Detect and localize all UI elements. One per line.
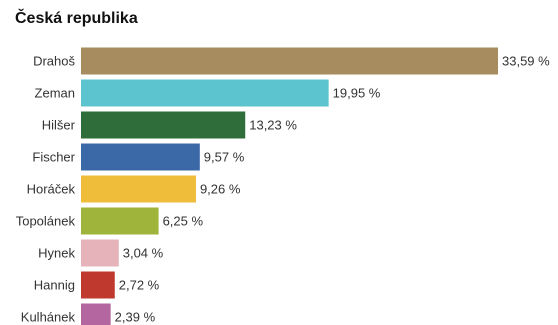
bar: [81, 47, 498, 75]
bar: [81, 271, 115, 299]
value-label: 6,25 %: [163, 214, 204, 229]
category-label: Hannig: [34, 278, 75, 293]
bar: [81, 143, 200, 171]
bar: [81, 207, 159, 235]
value-label: 9,57 %: [204, 150, 245, 165]
category-label: Fischer: [32, 150, 75, 165]
category-label: Zeman: [35, 86, 75, 101]
value-label: 9,26 %: [200, 182, 241, 197]
category-label: Hynek: [38, 246, 75, 261]
value-label: 2,39 %: [115, 310, 156, 325]
value-label: 3,04 %: [123, 246, 164, 261]
value-label: 33,59 %: [502, 54, 550, 69]
bar: [81, 175, 196, 203]
bar: [81, 239, 119, 267]
chart-title: Česká republika: [15, 10, 138, 27]
category-label: Hilšer: [42, 118, 76, 133]
value-label: 13,23 %: [249, 118, 297, 133]
category-label: Kulhánek: [21, 310, 76, 325]
category-label: Horáček: [27, 182, 76, 197]
bar: [81, 79, 329, 107]
bar: [81, 303, 111, 325]
bar: [81, 111, 246, 139]
value-label: 2,72 %: [119, 278, 160, 293]
value-label: 19,95 %: [333, 86, 381, 101]
category-label: Drahoš: [33, 54, 75, 69]
category-label: Topolánek: [16, 214, 76, 229]
